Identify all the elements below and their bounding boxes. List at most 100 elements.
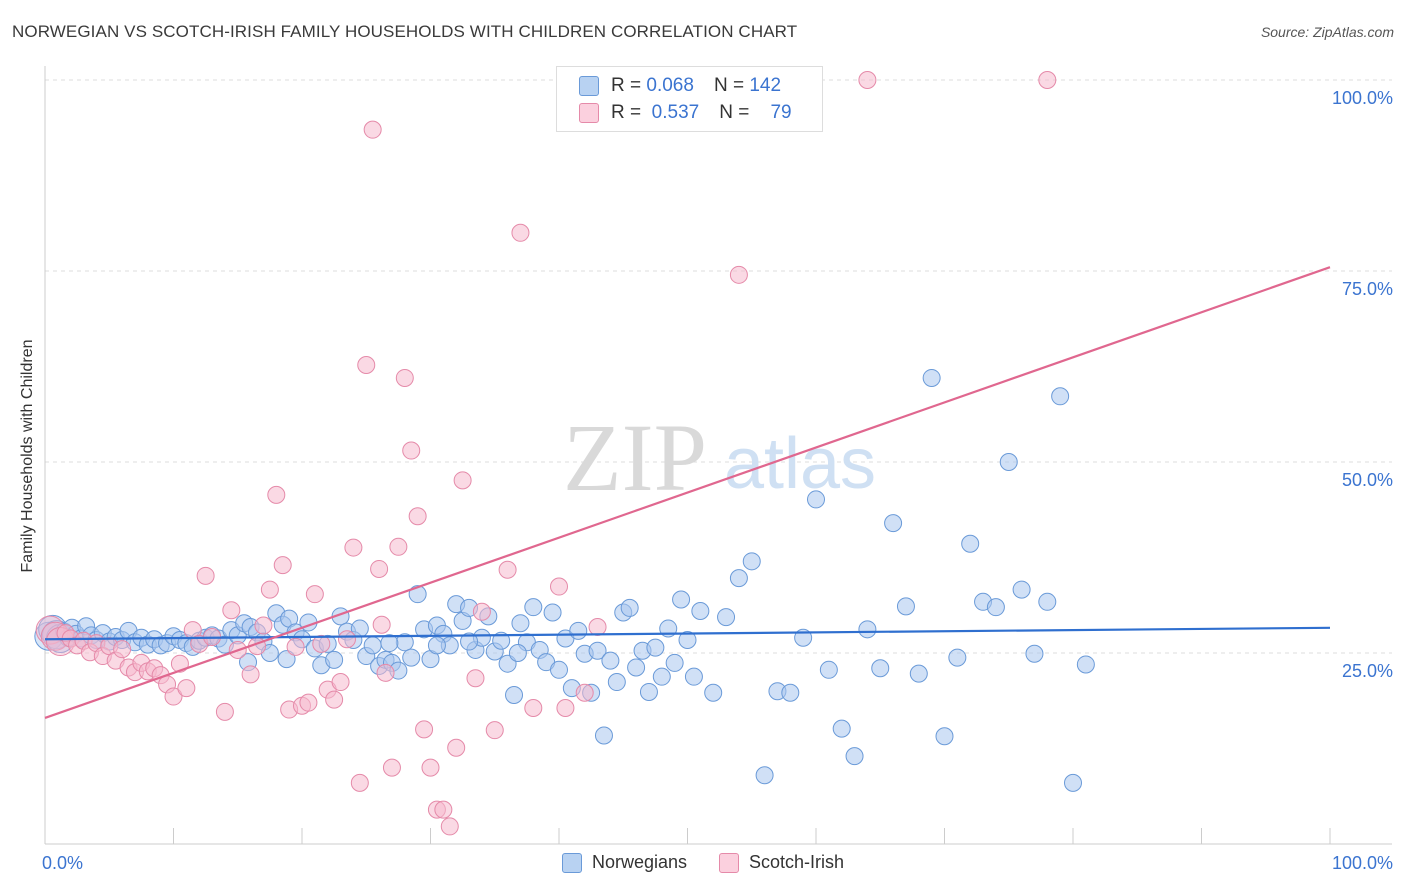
point-norwegians-60 <box>402 648 421 667</box>
point-norwegians-133 <box>1051 387 1070 406</box>
chart-title: NORWEGIAN VS SCOTCH-IRISH FAMILY HOUSEHO… <box>12 22 798 41</box>
point-norwegians-74 <box>492 631 511 650</box>
point-norwegians-134 <box>1064 773 1082 792</box>
legend-item-scotch-irish: Scotch-Irish <box>719 852 844 873</box>
point-scotch-irish-65 <box>472 602 491 621</box>
point-norwegians-110 <box>755 766 774 785</box>
point-scotch-irish-73 <box>729 265 748 284</box>
point-scotch-irish-64 <box>466 669 485 688</box>
point-norwegians-121 <box>896 597 915 616</box>
point-norwegians-118 <box>858 620 877 639</box>
point-norwegians-82 <box>543 603 562 622</box>
stats-legend: R = 0.068 N = 142 R = 0.537 N = 79 <box>556 66 823 132</box>
point-scotch-irish-66 <box>485 721 504 740</box>
point-scotch-irish-28 <box>222 601 241 620</box>
grid-lines <box>45 79 1392 654</box>
point-scotch-irish-54 <box>395 368 414 387</box>
legend-n-value: 79 <box>770 102 792 123</box>
legend-r-label: R = <box>611 75 642 96</box>
point-scotch-irish-32 <box>254 616 273 635</box>
legend-n-value: 142 <box>749 75 782 96</box>
point-scotch-irish-62 <box>447 738 466 757</box>
point-norwegians-91 <box>601 651 620 670</box>
point-scotch-irish-21 <box>170 654 189 673</box>
point-norwegians-129 <box>999 453 1018 471</box>
point-scotch-irish-70 <box>550 577 568 596</box>
point-norwegians-131 <box>1025 644 1044 663</box>
point-scotch-irish-51 <box>376 663 395 682</box>
legend-r-value: 0.068 <box>646 75 694 96</box>
legend-r-value: 0.537 <box>651 102 700 123</box>
point-scotch-irish-22 <box>177 679 196 698</box>
point-norwegians-120 <box>884 514 903 533</box>
point-norwegians-92 <box>607 673 626 692</box>
point-scotch-irish-76 <box>1038 71 1057 89</box>
legend-swatch-norwegians <box>579 76 599 96</box>
point-norwegians-61 <box>408 585 427 604</box>
legend-n-label: N = <box>719 102 750 123</box>
point-norwegians-107 <box>717 608 736 627</box>
point-scotch-irish-75 <box>858 71 877 89</box>
point-scotch-irish-49 <box>363 120 382 139</box>
point-norwegians-125 <box>948 648 967 667</box>
point-norwegians-83 <box>550 660 568 679</box>
y-tick-label-50: 50.0% <box>1342 470 1393 490</box>
point-norwegians-98 <box>646 638 665 657</box>
point-scotch-irish-53 <box>389 537 408 556</box>
point-scotch-irish-20 <box>164 687 183 706</box>
axes <box>44 66 1392 845</box>
point-norwegians-128 <box>986 598 1005 617</box>
point-scotch-irish-40 <box>305 585 324 604</box>
point-norwegians-99 <box>652 667 671 686</box>
point-scotch-irish-39 <box>299 693 318 712</box>
y-tick-label-75: 75.0% <box>1342 279 1393 299</box>
legend-swatch-norwegians <box>561 852 582 873</box>
point-norwegians-104 <box>684 667 703 686</box>
point-scotch-irish-56 <box>408 507 427 526</box>
point-norwegians-139 <box>380 634 399 653</box>
legend-row-norwegians: R = 0.068 N = 142 <box>579 73 781 99</box>
point-norwegians-122 <box>909 664 928 683</box>
point-norwegians-48 <box>325 650 344 669</box>
point-scotch-irish-77 <box>556 699 575 718</box>
point-norwegians-115 <box>819 660 838 679</box>
point-norwegians-106 <box>704 683 723 702</box>
trend-line-norwegians <box>44 626 1331 641</box>
point-norwegians-86 <box>569 621 588 640</box>
source-label: Source: ZipAtlas.com <box>1260 24 1394 40</box>
point-scotch-irish-63 <box>453 471 472 490</box>
point-scotch-irish-78 <box>372 615 391 634</box>
point-scotch-irish-25 <box>196 566 215 585</box>
point-scotch-irish-34 <box>267 485 286 504</box>
point-norwegians-102 <box>672 590 691 609</box>
point-norwegians-103 <box>678 631 697 650</box>
point-scotch-irish-45 <box>337 630 356 649</box>
point-scotch-irish-41 <box>312 634 331 653</box>
y-tick-label-25: 25.0% <box>1342 661 1393 681</box>
point-norwegians-112 <box>781 683 800 702</box>
watermark-atlas: atlas <box>724 424 876 504</box>
point-scotch-irish-57 <box>415 720 434 739</box>
watermark-zip: ZIP <box>563 404 707 511</box>
x-tick-label-100: 100.0% <box>1332 853 1393 873</box>
point-scotch-irish-58 <box>421 758 440 777</box>
point-norwegians-94 <box>620 598 639 617</box>
point-scotch-irish-61 <box>440 817 459 836</box>
series-legend: Norwegians Scotch-Irish <box>0 852 1406 873</box>
point-scotch-irish-37 <box>286 637 305 656</box>
point-scotch-irish-44 <box>331 673 350 692</box>
point-norwegians-89 <box>588 641 607 660</box>
point-norwegians-137 <box>460 632 479 651</box>
legend-label-scotch-irish: Scotch-Irish <box>749 852 845 872</box>
legend-row-scotch-irish: R = 0.537 N = 79 <box>579 100 792 126</box>
y-tick-label-100: 100.0% <box>1332 88 1393 108</box>
point-norwegians-77 <box>511 614 530 633</box>
point-norwegians-101 <box>665 653 684 672</box>
point-norwegians-135 <box>1076 655 1095 674</box>
point-norwegians-138 <box>508 644 527 662</box>
point-scotch-irish-71 <box>575 683 594 702</box>
x-tick-label-0: 0.0% <box>42 853 83 873</box>
legend-n-label: N = <box>713 75 745 96</box>
point-scotch-irish-46 <box>344 538 363 557</box>
